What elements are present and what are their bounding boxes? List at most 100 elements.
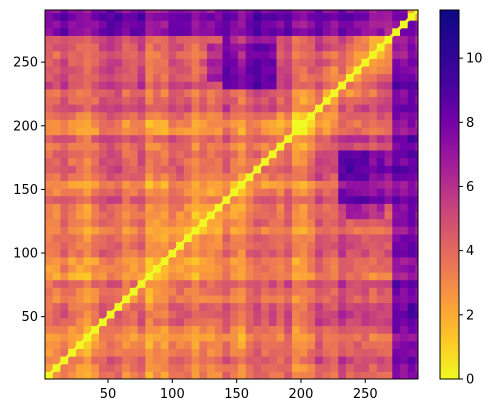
- heatmap-cell: [45, 81, 54, 90]
- heatmap-cell: [60, 73, 69, 82]
- heatmap-cell: [83, 218, 92, 227]
- heatmap-cell: [276, 333, 285, 342]
- heatmap-cell: [145, 157, 154, 166]
- heatmap-cell: [168, 317, 177, 327]
- heatmap-cell: [415, 287, 419, 296]
- heatmap-cell: [284, 10, 293, 14]
- heatmap-cell: [68, 180, 77, 189]
- heatmap-cell: [245, 363, 254, 372]
- heatmap-cell: [399, 104, 409, 113]
- heatmap-cell: [353, 188, 362, 197]
- heatmap-cell: [384, 211, 393, 220]
- heatmap-cell: [407, 317, 416, 327]
- heatmap-cell: [330, 333, 339, 342]
- heatmap-cell: [230, 272, 239, 281]
- heatmap-cell: [399, 35, 409, 44]
- heatmap-cell: [369, 58, 378, 67]
- heatmap-cell: [353, 256, 362, 265]
- heatmap-cell: [291, 20, 301, 29]
- heatmap-cell: [176, 172, 185, 181]
- heatmap-cell: [207, 157, 216, 166]
- heatmap-cell: [261, 20, 270, 29]
- heatmap-cell: [291, 188, 301, 197]
- heatmap-cell: [153, 12, 162, 21]
- heatmap-cell: [369, 12, 378, 21]
- heatmap-cell: [237, 203, 247, 212]
- heatmap-cell: [145, 333, 154, 342]
- heatmap-cell: [60, 119, 69, 128]
- heatmap-cell: [330, 149, 339, 159]
- heatmap-cell: [207, 73, 216, 82]
- heatmap-cell: [361, 50, 370, 59]
- heatmap-cell: [361, 371, 370, 380]
- heatmap-cell: [214, 142, 223, 151]
- heatmap-cell: [284, 272, 293, 281]
- heatmap-cell: [145, 65, 154, 75]
- heatmap-cell: [183, 180, 193, 189]
- heatmap-cell: [338, 73, 347, 82]
- heatmap-cell: [75, 157, 85, 166]
- heatmap-cell: [407, 302, 416, 311]
- heatmap-cell: [106, 279, 115, 288]
- heatmap-cell: [261, 272, 270, 281]
- heatmap-cell: [392, 188, 401, 197]
- heatmap-cell: [68, 371, 77, 380]
- heatmap-cell: [75, 256, 85, 265]
- heatmap-cell: [415, 371, 419, 380]
- heatmap-cell: [338, 203, 347, 212]
- heatmap-cell: [160, 233, 169, 243]
- heatmap-cell: [137, 10, 146, 14]
- heatmap-cell: [222, 96, 231, 105]
- heatmap-cell: [160, 348, 169, 357]
- heatmap-cell: [75, 241, 85, 250]
- heatmap-cell: [284, 43, 293, 52]
- heatmap-cell: [345, 272, 355, 281]
- heatmap-cell: [361, 20, 370, 29]
- heatmap-cell: [261, 295, 270, 304]
- heatmap-cell: [330, 363, 339, 372]
- heatmap-cell: [52, 226, 61, 235]
- heatmap-cell: [369, 134, 378, 143]
- heatmap-cell: [237, 264, 247, 273]
- heatmap-cell: [191, 104, 200, 113]
- heatmap-cell: [369, 203, 378, 212]
- heatmap-cell: [284, 348, 293, 357]
- heatmap-cell: [415, 127, 419, 136]
- heatmap-cell: [237, 241, 247, 250]
- heatmap-cell: [230, 356, 239, 365]
- heatmap-cell: [415, 12, 419, 21]
- heatmap-cell: [114, 149, 123, 159]
- heatmap-cell: [207, 203, 216, 212]
- heatmap-cell: [345, 20, 355, 29]
- heatmap-cell: [153, 43, 162, 52]
- heatmap-cell: [338, 172, 347, 181]
- heatmap-cell: [45, 249, 54, 258]
- heatmap-cell: [338, 325, 347, 334]
- heatmap-cell: [68, 73, 77, 82]
- heatmap-cell: [384, 104, 393, 113]
- heatmap-cell: [345, 165, 355, 174]
- heatmap-cell: [369, 73, 378, 82]
- heatmap-cell: [91, 73, 100, 82]
- heatmap-cell: [330, 111, 339, 120]
- heatmap-cell: [369, 356, 378, 365]
- heatmap-cell: [122, 134, 131, 143]
- heatmap-cell: [299, 50, 308, 59]
- heatmap-cell: [99, 142, 108, 151]
- heatmap-cell: [268, 119, 278, 128]
- heatmap-cell: [299, 340, 308, 349]
- heatmap-cell: [191, 295, 200, 304]
- heatmap-cell: [415, 35, 419, 44]
- heatmap-cell: [369, 333, 378, 342]
- heatmap-cell: [315, 180, 324, 189]
- heatmap-cell: [106, 218, 115, 227]
- heatmap-cell: [160, 20, 169, 29]
- heatmap-cell: [129, 50, 139, 59]
- heatmap-cell: [399, 165, 409, 174]
- heatmap-cell: [407, 10, 416, 14]
- heatmap-cell: [407, 241, 416, 250]
- heatmap-cell: [176, 27, 185, 36]
- heatmap-cell: [407, 58, 416, 67]
- heatmap-cell: [222, 256, 231, 265]
- heatmap-cell: [191, 50, 200, 59]
